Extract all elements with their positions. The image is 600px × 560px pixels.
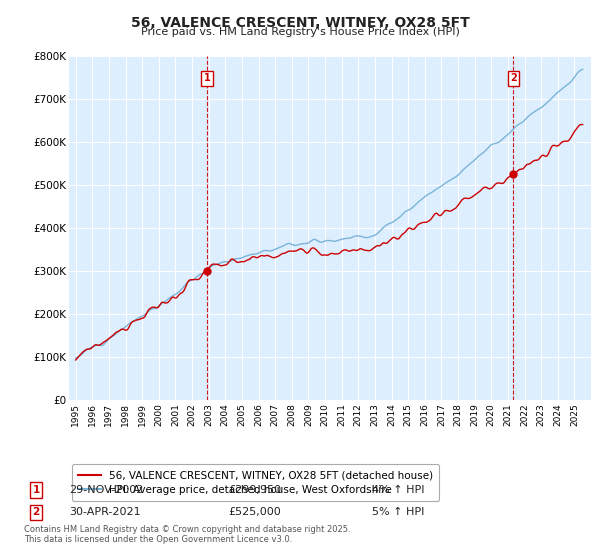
- Text: 2: 2: [510, 73, 517, 83]
- Text: Price paid vs. HM Land Registry's House Price Index (HPI): Price paid vs. HM Land Registry's House …: [140, 27, 460, 37]
- Text: 1: 1: [32, 485, 40, 495]
- Text: 56, VALENCE CRESCENT, WITNEY, OX28 5FT: 56, VALENCE CRESCENT, WITNEY, OX28 5FT: [131, 16, 469, 30]
- Text: £299,950: £299,950: [228, 485, 281, 495]
- Text: 5% ↑ HPI: 5% ↑ HPI: [372, 507, 424, 517]
- Text: 29-NOV-2002: 29-NOV-2002: [69, 485, 143, 495]
- Legend: 56, VALENCE CRESCENT, WITNEY, OX28 5FT (detached house), HPI: Average price, det: 56, VALENCE CRESCENT, WITNEY, OX28 5FT (…: [71, 464, 439, 501]
- Text: 1: 1: [204, 73, 211, 83]
- Text: 4% ↑ HPI: 4% ↑ HPI: [372, 485, 425, 495]
- Text: Contains HM Land Registry data © Crown copyright and database right 2025.
This d: Contains HM Land Registry data © Crown c…: [24, 525, 350, 544]
- Text: £525,000: £525,000: [228, 507, 281, 517]
- Text: 2: 2: [32, 507, 40, 517]
- Text: 30-APR-2021: 30-APR-2021: [69, 507, 140, 517]
